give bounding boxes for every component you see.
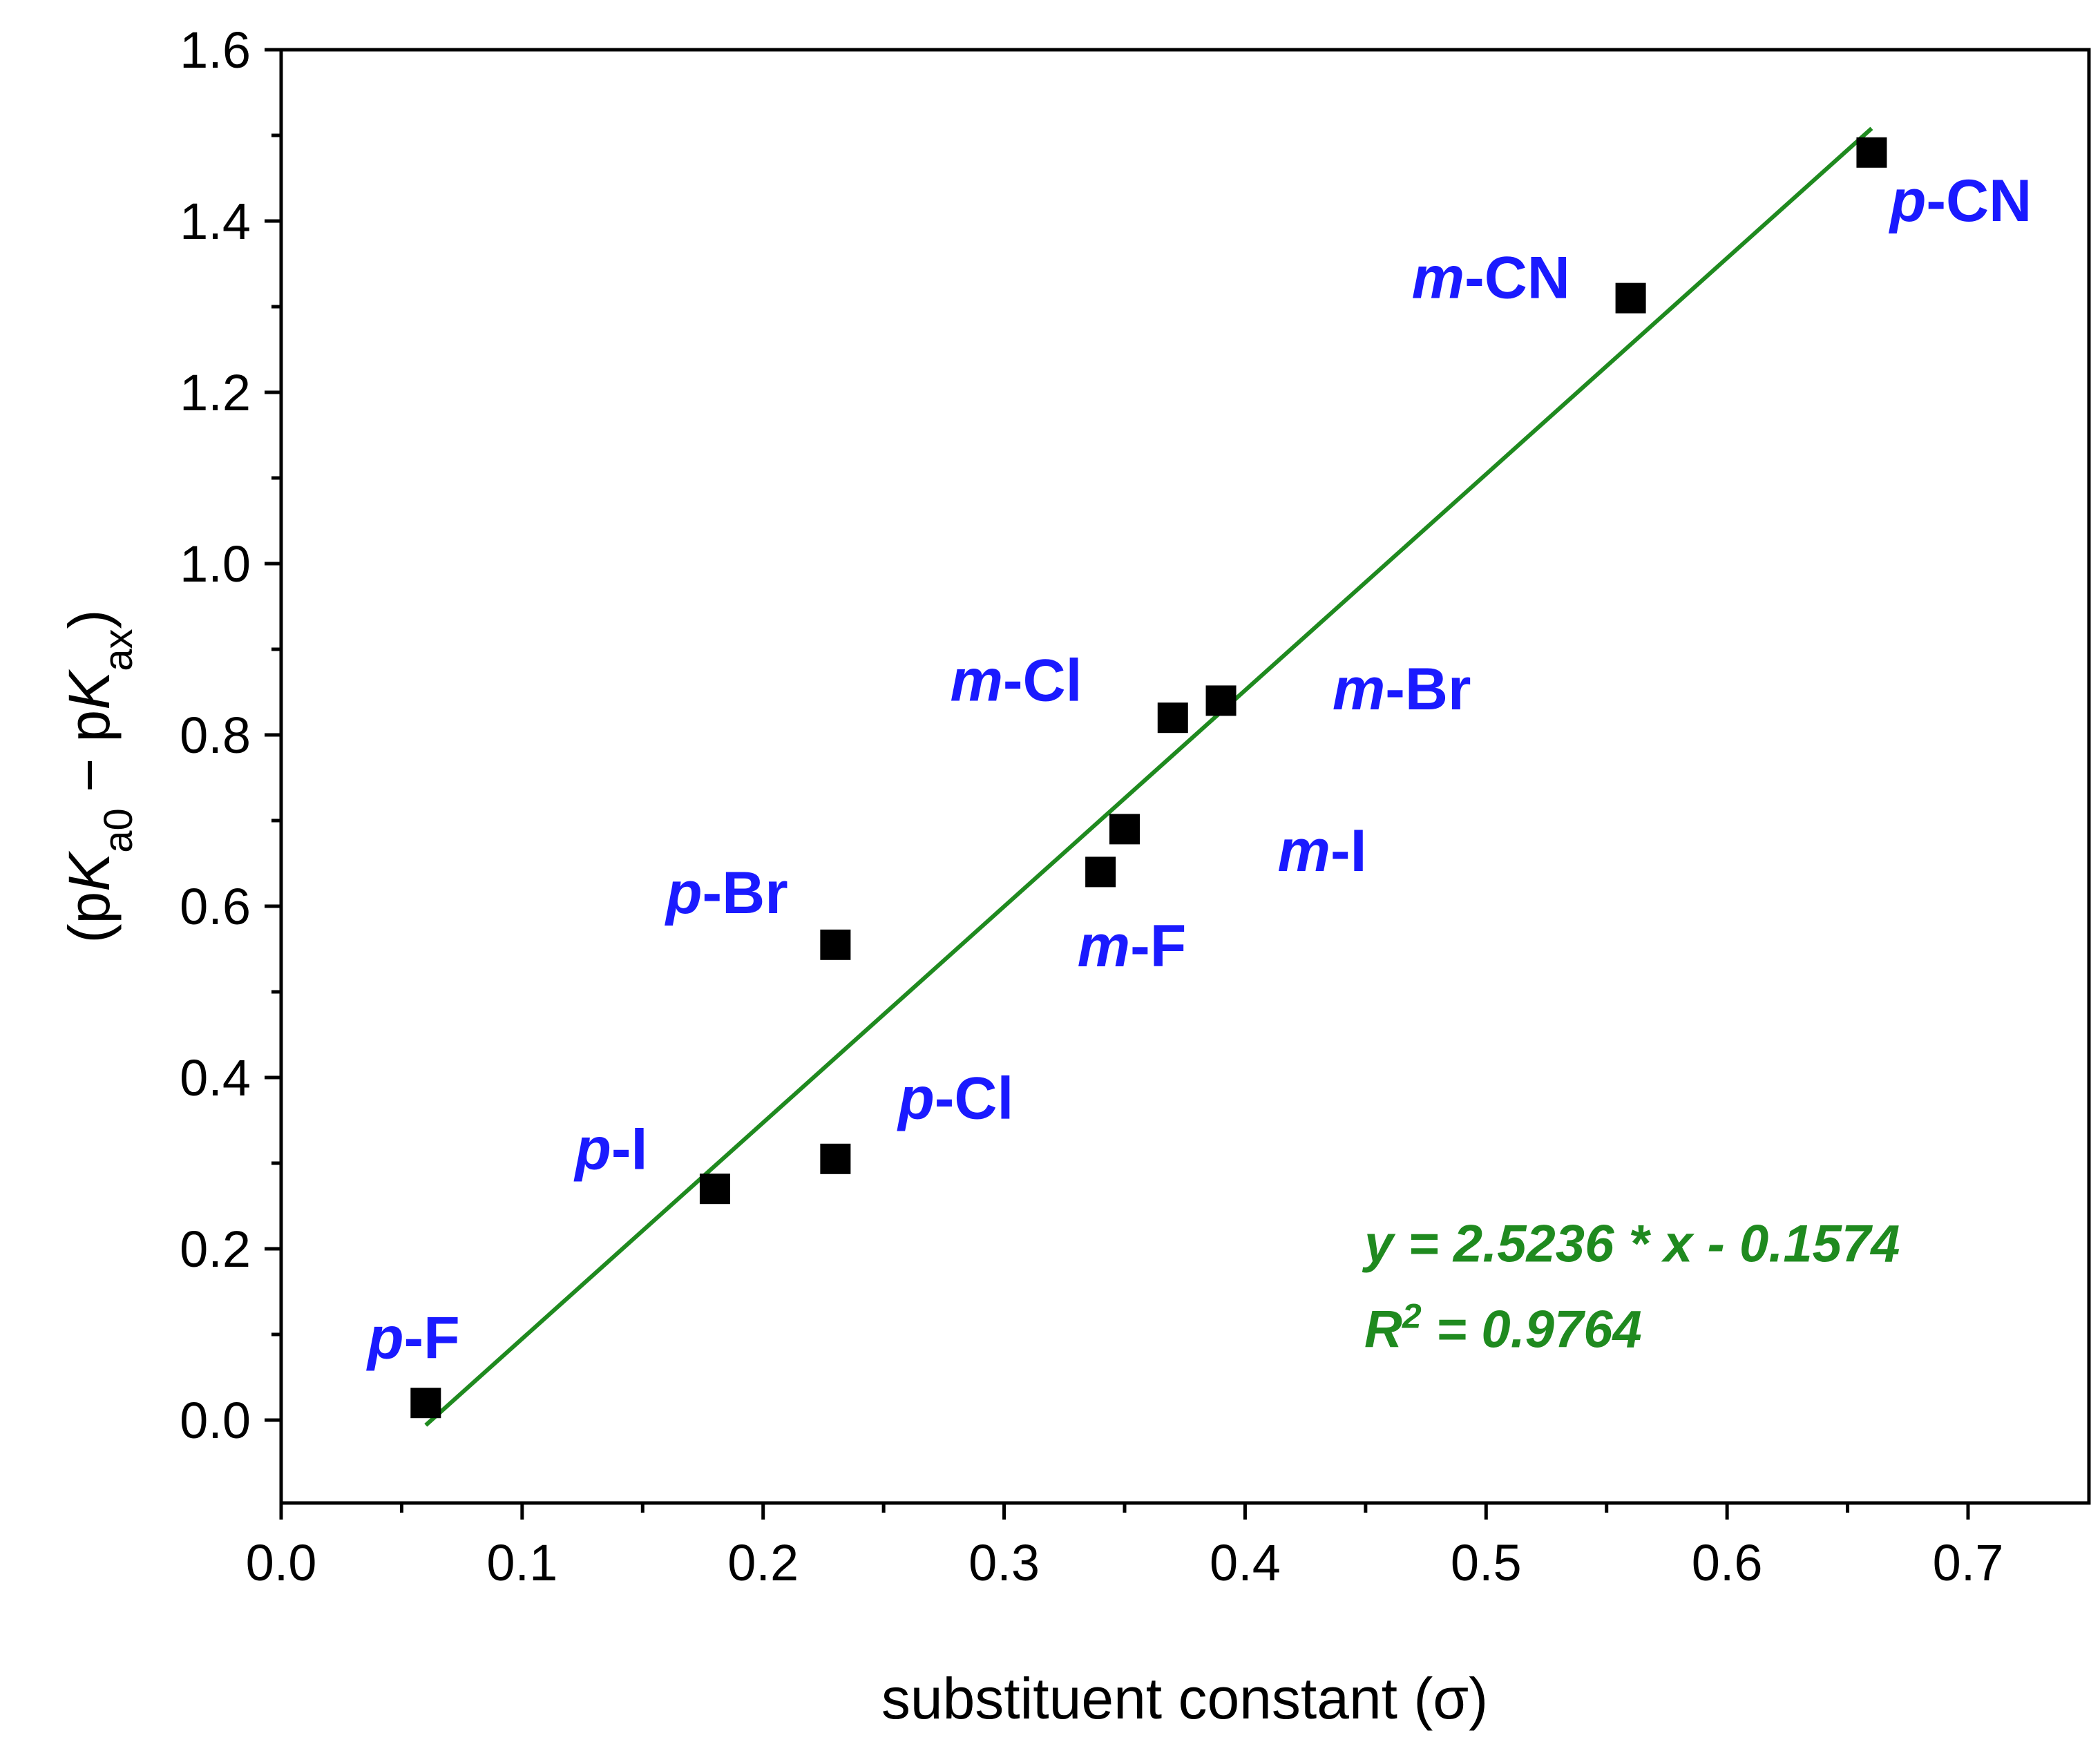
fit-r-squared: R2 = 0.9764 — [1364, 1297, 1642, 1359]
y-tick-label: 1.4 — [180, 193, 251, 250]
marker-m-F — [1085, 856, 1116, 888]
y-title-sub2: ax — [96, 629, 141, 671]
x-tick-label: 0.4 — [1210, 1534, 1281, 1591]
marker-p-F — [410, 1388, 441, 1419]
marker-m-CN — [1615, 283, 1646, 314]
marker-m-Cl — [1157, 702, 1188, 734]
y-title-open: (p — [57, 892, 122, 944]
y-title-k1: K — [57, 850, 122, 892]
y-tick-label: 0.8 — [180, 707, 251, 764]
y-title-sub1: a0 — [96, 808, 141, 853]
data-markers — [410, 137, 1887, 1419]
label-m-CN: m-CN — [1412, 245, 1570, 312]
x-tick-label: 0.2 — [727, 1534, 799, 1591]
x-tick-label: 0.1 — [486, 1534, 557, 1591]
y-tick-label: 0.4 — [180, 1049, 251, 1107]
y-title-mid: − p — [57, 710, 122, 808]
point-labels: p-F p-I p-Cl p-Br m-F m-I m-Cl m-Br m-CN p-CN — [366, 168, 2032, 1372]
label-p-Br: p-Br — [665, 860, 788, 926]
y-tick-label: 1.0 — [180, 535, 251, 593]
x-tick-label: 0.3 — [968, 1534, 1040, 1591]
label-p-I: p-I — [573, 1116, 647, 1182]
plot-frame — [279, 48, 2091, 1505]
y-tick-label: 1.6 — [180, 21, 251, 79]
marker-p-Cl — [820, 1143, 851, 1174]
marker-p-CN — [1856, 137, 1887, 168]
x-tick-label: 0.7 — [1933, 1534, 2004, 1591]
x-tick-label: 0.5 — [1451, 1534, 1522, 1591]
y-tick-label: 1.2 — [180, 364, 251, 421]
label-m-F: m-F — [1078, 913, 1187, 979]
marker-p-Br — [820, 929, 851, 960]
fit-equation: y = 2.5236 * x - 0.1574 — [1362, 1215, 1900, 1274]
x-axis-title: substituent constant (σ) — [881, 1666, 1488, 1731]
x-tick-label: 0.6 — [1692, 1534, 1763, 1591]
label-m-I: m-I — [1278, 818, 1367, 884]
y-title-close: ) — [57, 610, 122, 629]
label-p-F: p-F — [366, 1305, 460, 1372]
y-tick-label: 0.0 — [180, 1392, 251, 1449]
r2-letter: R — [1364, 1301, 1402, 1359]
fit-line — [424, 126, 1873, 1427]
y-axis-title: (pKa0 − pKax) — [57, 610, 141, 944]
marker-m-I — [1109, 814, 1140, 845]
r2-superscript: 2 — [1402, 1297, 1422, 1336]
label-m-Cl: m-Cl — [950, 647, 1082, 714]
r2-value: = 0.9764 — [1422, 1301, 1642, 1359]
label-p-Cl: p-Cl — [897, 1066, 1013, 1132]
y-tick-label: 0.2 — [180, 1220, 251, 1278]
marker-m-Br — [1205, 685, 1237, 716]
marker-p-I — [699, 1174, 730, 1205]
y-title-k2: K — [57, 669, 122, 710]
x-tick-label: 0.0 — [246, 1534, 317, 1591]
axis-ticks: 0.0 0.1 0.2 0.3 0.4 0.5 0.6 0.7 0.0 0.2 0.4 0.6 0.8 1… — [180, 21, 2003, 1591]
label-m-Br: m-Br — [1333, 656, 1471, 722]
label-p-CN: p-CN — [1889, 168, 2032, 234]
y-tick-label: 0.6 — [180, 878, 251, 935]
